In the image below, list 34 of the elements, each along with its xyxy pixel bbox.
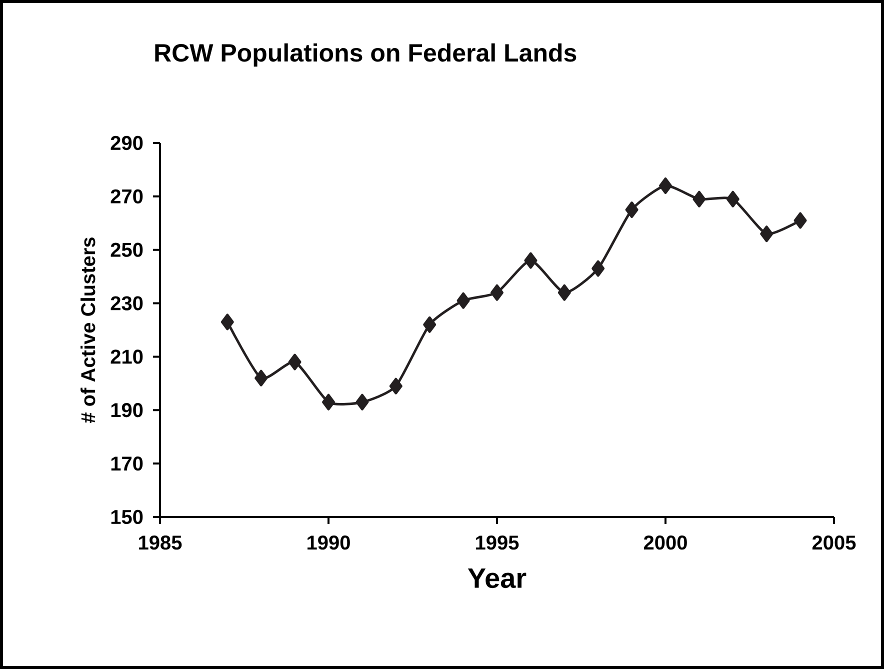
chart-title: RCW Populations on Federal Lands (155, 43, 576, 67)
point (726, 190, 740, 208)
point (794, 212, 807, 229)
point (625, 202, 638, 218)
point (692, 190, 706, 208)
x-tick-label: 1995 (476, 536, 519, 550)
y-tick-label: 250 (110, 242, 143, 257)
point (592, 260, 605, 277)
point (524, 252, 538, 269)
x-tick-label: 2005 (812, 536, 856, 550)
point (356, 394, 369, 410)
point (322, 394, 336, 410)
point (490, 284, 504, 301)
point (389, 378, 402, 394)
point (558, 284, 571, 301)
point (220, 314, 234, 330)
y-tick-label: 190 (111, 403, 143, 418)
x-tick-label: 2000 (644, 536, 687, 550)
y-tick-label: 170 (111, 456, 143, 471)
point (760, 226, 774, 242)
y-tick-label: 150 (111, 510, 143, 524)
y-tick-label: 290 (110, 136, 143, 150)
x-axis-title: Year (468, 568, 526, 588)
y-tick-label: 210 (110, 350, 143, 364)
point (659, 177, 672, 194)
y-tick-label: 270 (110, 189, 143, 204)
point (423, 316, 436, 333)
y-tick-label: 230 (110, 296, 143, 310)
point (456, 292, 470, 309)
y-axis-title: # of Active Clusters (80, 237, 96, 424)
point (254, 370, 268, 386)
x-tick-label: 1985 (139, 536, 182, 550)
point (288, 354, 302, 370)
x-tick-label: 1990 (308, 536, 350, 550)
